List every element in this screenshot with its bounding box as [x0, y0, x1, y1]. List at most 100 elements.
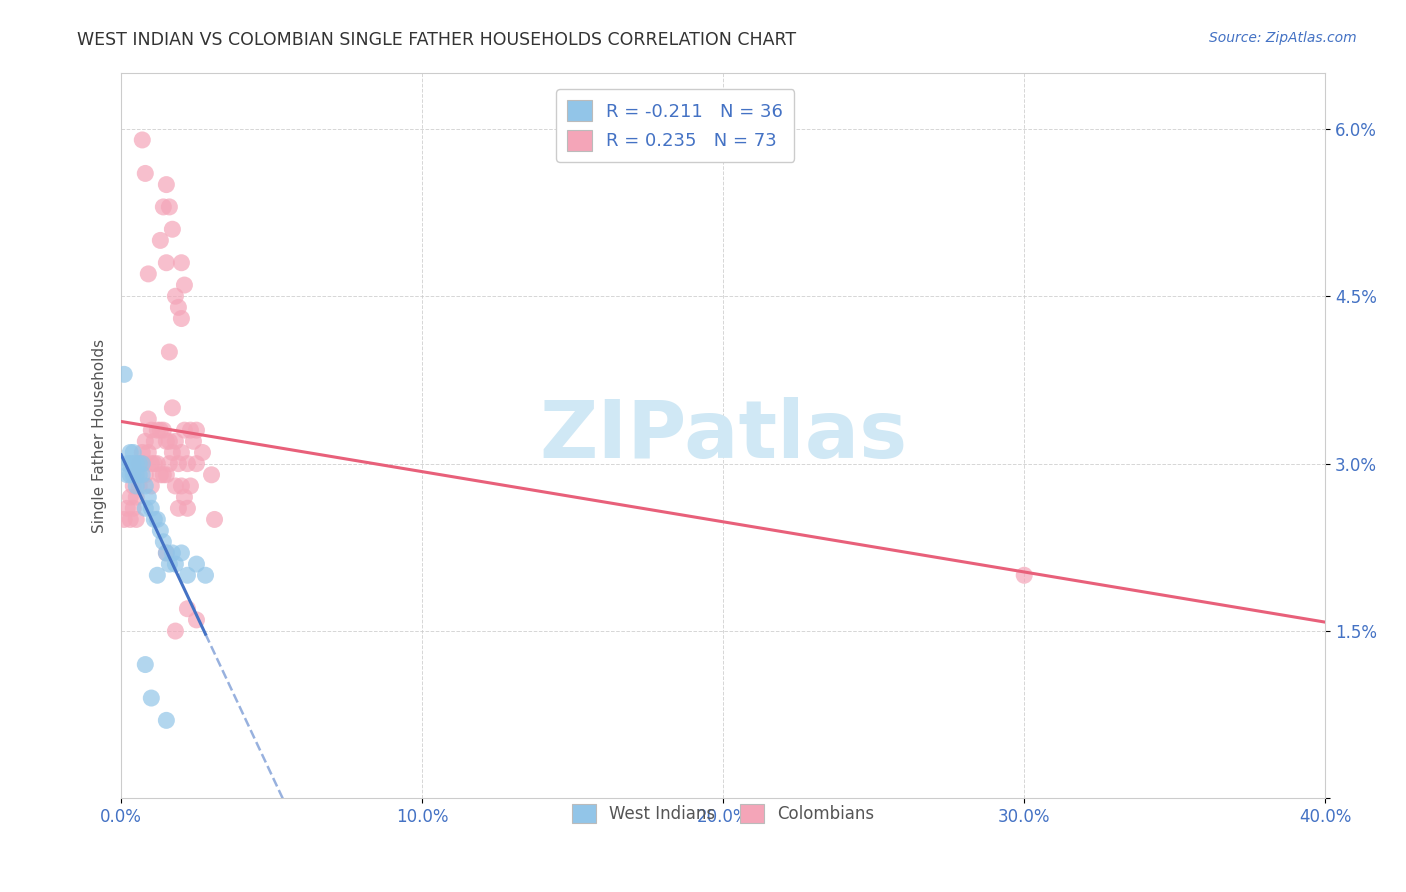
Point	[152, 467, 174, 482]
Point	[157, 434, 180, 449]
Point	[115, 467, 138, 482]
Point	[112, 512, 135, 526]
Point	[146, 568, 169, 582]
Point	[155, 178, 177, 192]
Point	[125, 467, 148, 482]
Point	[186, 457, 208, 471]
Point	[176, 601, 198, 615]
Point	[120, 445, 142, 459]
Point	[146, 512, 169, 526]
Point	[165, 557, 187, 571]
Point	[155, 467, 177, 482]
Point	[141, 423, 163, 437]
Point	[134, 657, 156, 672]
Y-axis label: Single Father Households: Single Father Households	[93, 339, 107, 533]
Point	[149, 234, 172, 248]
Point	[146, 457, 169, 471]
Point	[186, 557, 208, 571]
Point	[173, 490, 195, 504]
Point	[194, 568, 217, 582]
Point	[170, 311, 193, 326]
Point	[128, 479, 150, 493]
Point	[125, 467, 148, 482]
Point	[183, 434, 205, 449]
Point	[128, 457, 150, 471]
Point	[136, 445, 159, 459]
Point	[136, 412, 159, 426]
Point	[141, 457, 163, 471]
Point	[167, 301, 190, 315]
Point	[120, 512, 142, 526]
Point	[162, 445, 184, 459]
Point	[134, 479, 156, 493]
Point	[167, 457, 190, 471]
Point	[120, 457, 142, 471]
Text: Source: ZipAtlas.com: Source: ZipAtlas.com	[1209, 31, 1357, 45]
Point	[173, 278, 195, 293]
Point	[176, 568, 198, 582]
Point	[143, 434, 166, 449]
Point	[162, 401, 184, 415]
Point	[176, 501, 198, 516]
Point	[125, 457, 148, 471]
Point	[155, 256, 177, 270]
Point	[146, 423, 169, 437]
Point	[131, 457, 153, 471]
Point	[120, 490, 142, 504]
Point	[115, 457, 138, 471]
Point	[167, 501, 190, 516]
Point	[1012, 568, 1035, 582]
Point	[204, 512, 226, 526]
Point	[136, 490, 159, 504]
Point	[122, 467, 145, 482]
Point	[155, 434, 177, 449]
Point	[143, 512, 166, 526]
Point	[155, 714, 177, 728]
Point	[157, 345, 180, 359]
Point	[165, 289, 187, 303]
Point	[173, 423, 195, 437]
Point	[131, 445, 153, 459]
Point	[128, 457, 150, 471]
Point	[152, 534, 174, 549]
Point	[141, 691, 163, 706]
Point	[149, 524, 172, 538]
Point	[112, 368, 135, 382]
Point	[120, 467, 142, 482]
Point	[200, 467, 222, 482]
Point	[165, 624, 187, 638]
Point	[179, 423, 201, 437]
Text: WEST INDIAN VS COLOMBIAN SINGLE FATHER HOUSEHOLDS CORRELATION CHART: WEST INDIAN VS COLOMBIAN SINGLE FATHER H…	[77, 31, 796, 49]
Point	[125, 512, 148, 526]
Point	[125, 479, 148, 493]
Point	[157, 200, 180, 214]
Point	[134, 434, 156, 449]
Point	[149, 467, 172, 482]
Legend: West Indians, Colombians: West Indians, Colombians	[565, 797, 880, 830]
Point	[141, 479, 163, 493]
Point	[131, 133, 153, 147]
Point	[152, 200, 174, 214]
Point	[162, 222, 184, 236]
Point	[136, 267, 159, 281]
Point	[157, 557, 180, 571]
Point	[170, 256, 193, 270]
Point	[165, 479, 187, 493]
Point	[155, 546, 177, 560]
Point	[170, 479, 193, 493]
Point	[176, 457, 198, 471]
Point	[128, 467, 150, 482]
Point	[149, 423, 172, 437]
Text: ZIPatlas: ZIPatlas	[538, 397, 907, 475]
Point	[155, 546, 177, 560]
Point	[122, 445, 145, 459]
Point	[134, 467, 156, 482]
Point	[115, 501, 138, 516]
Point	[122, 501, 145, 516]
Point	[157, 457, 180, 471]
Point	[191, 445, 214, 459]
Point	[134, 166, 156, 180]
Point	[186, 613, 208, 627]
Point	[170, 546, 193, 560]
Point	[186, 423, 208, 437]
